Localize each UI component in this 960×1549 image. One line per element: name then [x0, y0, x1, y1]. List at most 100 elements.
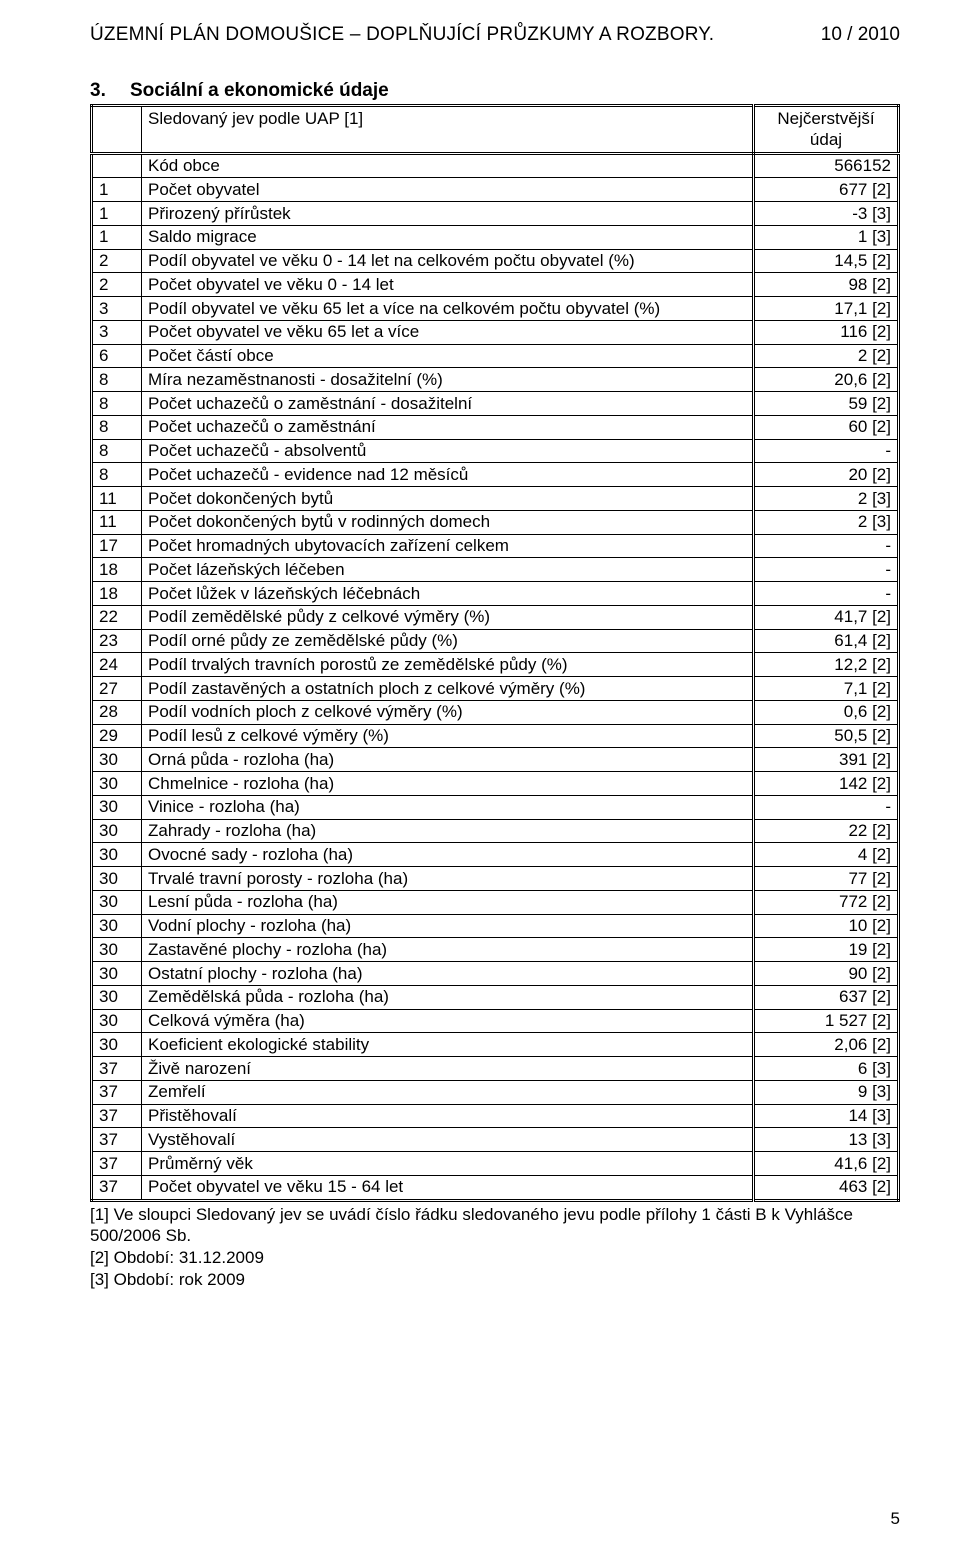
table-cell-value: 566152 [754, 153, 899, 178]
table-row: 30Vinice - rozloha (ha)- [92, 795, 899, 819]
table-cell-label: Počet obyvatel ve věku 15 - 64 let [142, 1175, 754, 1200]
table-cell-index: 37 [92, 1152, 142, 1176]
table-row: 28Podíl vodních ploch z celkové výměry (… [92, 700, 899, 724]
table-cell-label: Kód obce [142, 153, 754, 178]
table-row: 30Chmelnice - rozloha (ha)142 [2] [92, 772, 899, 796]
table-cell-label: Počet uchazečů o zaměstnání [142, 415, 754, 439]
table-cell-value: 14,5 [2] [754, 249, 899, 273]
table-row: 18Počet lůžek v lázeňských léčebnách- [92, 582, 899, 606]
table-cell-index: 1 [92, 202, 142, 226]
table-cell-value: 60 [2] [754, 415, 899, 439]
table-row: 11Počet dokončených bytů v rodinných dom… [92, 510, 899, 534]
table-row: 1Počet obyvatel677 [2] [92, 178, 899, 202]
table-cell-value: - [754, 558, 899, 582]
footnotes: [1] Ve sloupci Sledovaný jev se uvádí čí… [90, 1204, 900, 1291]
table-cell-index: 37 [92, 1175, 142, 1200]
table-cell-index: 30 [92, 938, 142, 962]
table-cell-label: Vinice - rozloha (ha) [142, 795, 754, 819]
table-cell-index: 8 [92, 463, 142, 487]
table-cell-value: 7,1 [2] [754, 677, 899, 701]
table-row: 29Podíl lesů z celkové výměry (%)50,5 [2… [92, 724, 899, 748]
table-cell-label: Vystěhovalí [142, 1128, 754, 1152]
table-cell-value: 463 [2] [754, 1175, 899, 1200]
table-row: 1Přirozený přírůstek-3 [3] [92, 202, 899, 226]
table-header-col1: Sledovaný jev podle UAP [1] [142, 106, 754, 154]
table-cell-index: 30 [92, 985, 142, 1009]
table-cell-index: 18 [92, 558, 142, 582]
table-cell-index: 30 [92, 1009, 142, 1033]
table-row: 37Přistěhovalí14 [3] [92, 1104, 899, 1128]
table-cell-index: 37 [92, 1128, 142, 1152]
table-cell-label: Orná půda - rozloha (ha) [142, 748, 754, 772]
table-row: 23Podíl orné půdy ze zemědělské půdy (%)… [92, 629, 899, 653]
table-cell-index [92, 153, 142, 178]
table-cell-index: 11 [92, 487, 142, 511]
table-cell-index: 30 [92, 795, 142, 819]
table-row: 3Podíl obyvatel ve věku 65 let a více na… [92, 297, 899, 321]
table-row: 30Ostatní plochy - rozloha (ha)90 [2] [92, 962, 899, 986]
table-cell-index: 37 [92, 1104, 142, 1128]
footnote-1: [1] Ve sloupci Sledovaný jev se uvádí čí… [90, 1204, 900, 1248]
table-cell-value: 12,2 [2] [754, 653, 899, 677]
table-cell-label: Lesní půda - rozloha (ha) [142, 890, 754, 914]
table-cell-value: 772 [2] [754, 890, 899, 914]
page-number: 5 [891, 1509, 900, 1529]
table-header-row: Sledovaný jev podle UAP [1] Nejčerstvějš… [92, 106, 899, 154]
table-cell-value: 2 [3] [754, 510, 899, 534]
document-page: ÚZEMNÍ PLÁN DOMOUŠICE – DOPLŇUJÍCÍ PRŮZK… [0, 0, 960, 1549]
table-cell-index: 3 [92, 320, 142, 344]
table-cell-index: 37 [92, 1057, 142, 1081]
table-cell-label: Zemřelí [142, 1080, 754, 1104]
table-cell-label: Zahrady - rozloha (ha) [142, 819, 754, 843]
table-cell-label: Saldo migrace [142, 225, 754, 249]
table-cell-index: 1 [92, 178, 142, 202]
document-header: ÚZEMNÍ PLÁN DOMOUŠICE – DOPLŇUJÍCÍ PRŮZK… [90, 24, 900, 46]
table-cell-value: 14 [3] [754, 1104, 899, 1128]
table-cell-index: 27 [92, 677, 142, 701]
table-row: 6Počet částí obce2 [2] [92, 344, 899, 368]
table-cell-value: 61,4 [2] [754, 629, 899, 653]
table-cell-value: - [754, 534, 899, 558]
table-cell-value: 13 [3] [754, 1128, 899, 1152]
table-cell-index: 37 [92, 1080, 142, 1104]
table-cell-label: Trvalé travní porosty - rozloha (ha) [142, 867, 754, 891]
table-cell-label: Ovocné sady - rozloha (ha) [142, 843, 754, 867]
table-cell-index: 30 [92, 843, 142, 867]
table-cell-value: 2 [3] [754, 487, 899, 511]
table-row: 17Počet hromadných ubytovacích zařízení … [92, 534, 899, 558]
section-title: Sociální a ekonomické údaje [130, 80, 389, 102]
table-cell-label: Podíl obyvatel ve věku 0 - 14 let na cel… [142, 249, 754, 273]
table-cell-value: 116 [2] [754, 320, 899, 344]
table-cell-index: 30 [92, 914, 142, 938]
table-cell-value: 4 [2] [754, 843, 899, 867]
table-cell-index: 8 [92, 368, 142, 392]
table-row: 30Zastavěné plochy - rozloha (ha)19 [2] [92, 938, 899, 962]
table-cell-label: Přistěhovalí [142, 1104, 754, 1128]
table-row: 30Lesní půda - rozloha (ha)772 [2] [92, 890, 899, 914]
table-cell-value: 142 [2] [754, 772, 899, 796]
table-cell-index: 18 [92, 582, 142, 606]
table-cell-index: 8 [92, 415, 142, 439]
table-cell-label: Celková výměra (ha) [142, 1009, 754, 1033]
table-cell-value: 22 [2] [754, 819, 899, 843]
table-cell-label: Podíl trvalých travních porostů ze zeměd… [142, 653, 754, 677]
table-cell-value: 637 [2] [754, 985, 899, 1009]
table-cell-index: 30 [92, 962, 142, 986]
table-cell-label: Vodní plochy - rozloha (ha) [142, 914, 754, 938]
table-cell-index: 8 [92, 439, 142, 463]
table-row: 8Míra nezaměstnanosti - dosažitelní (%)2… [92, 368, 899, 392]
table-row: 37Průměrný věk41,6 [2] [92, 1152, 899, 1176]
table-cell-value: 0,6 [2] [754, 700, 899, 724]
table-cell-value: 17,1 [2] [754, 297, 899, 321]
table-cell-index: 30 [92, 748, 142, 772]
table-cell-label: Podíl orné půdy ze zemědělské půdy (%) [142, 629, 754, 653]
table-cell-label: Přirozený přírůstek [142, 202, 754, 226]
table-cell-label: Průměrný věk [142, 1152, 754, 1176]
table-cell-index: 23 [92, 629, 142, 653]
table-cell-label: Podíl zemědělské půdy z celkové výměry (… [142, 605, 754, 629]
table-cell-value: 19 [2] [754, 938, 899, 962]
table-cell-value: 50,5 [2] [754, 724, 899, 748]
table-row: Kód obce566152 [92, 153, 899, 178]
table-cell-index: 30 [92, 772, 142, 796]
table-cell-value: 1 [3] [754, 225, 899, 249]
